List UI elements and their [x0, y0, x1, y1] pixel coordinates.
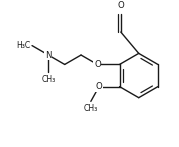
Text: N: N [45, 51, 52, 60]
Text: O: O [117, 1, 124, 10]
Text: CH₃: CH₃ [84, 104, 98, 113]
Text: O: O [96, 82, 102, 91]
Text: H₃C: H₃C [16, 41, 30, 50]
Text: O: O [94, 60, 101, 69]
Text: CH₃: CH₃ [41, 75, 55, 84]
